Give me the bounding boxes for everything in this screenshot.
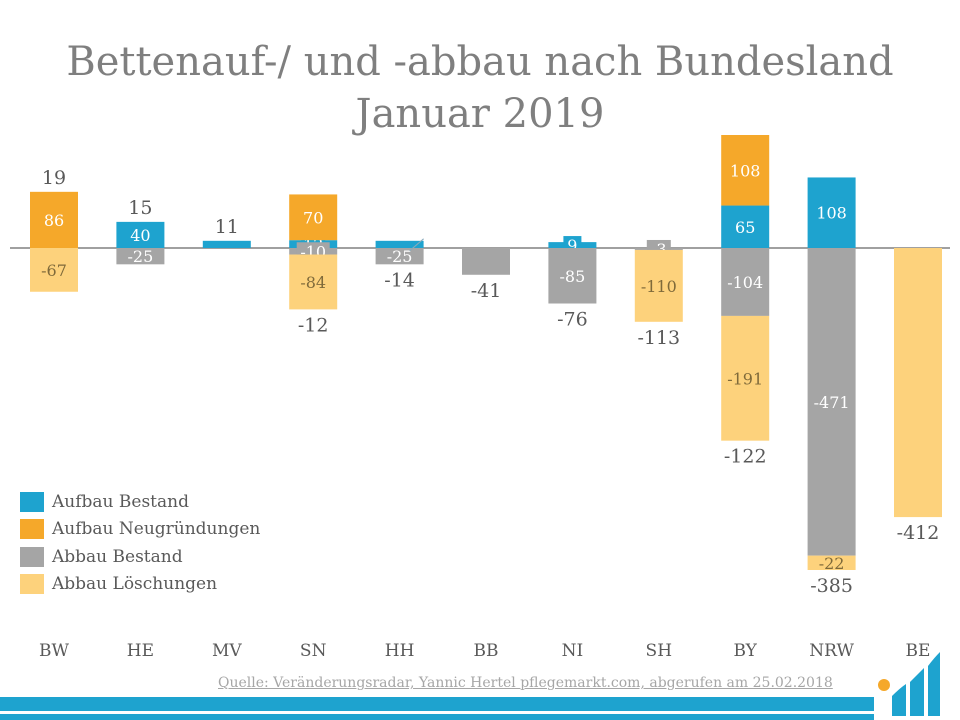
legend-swatch-aufbau-bestand xyxy=(20,491,44,512)
bar-segment-by-0 xyxy=(721,205,770,248)
source-link[interactable]: Quelle: Veränderungsradar, Yannic Hertel… xyxy=(218,675,833,691)
legend-item-abbau-bestand: Abbau Bestand xyxy=(20,543,300,571)
bar-segment-bb-2 xyxy=(462,247,510,275)
footer-stripe-top xyxy=(0,697,874,711)
bar-segment-by-1 xyxy=(721,135,770,206)
data-label-sh-3: -110 xyxy=(641,277,677,296)
bar-segment-sh-3 xyxy=(634,249,683,322)
data-label-bw-3: -67 xyxy=(41,261,67,280)
data-label-nrw-0: 108 xyxy=(816,204,847,223)
legend-label-aufbau-neugruendungen: Aufbau Neugründungen xyxy=(52,519,261,540)
bar-segment-he-0 xyxy=(116,221,165,248)
legend-item-abbau-loeschungen: Abbau Löschungen xyxy=(20,571,300,599)
legend-label-abbau-loeschungen: Abbau Löschungen xyxy=(52,574,218,595)
legend-swatch-abbau-bestand xyxy=(20,546,44,567)
total-label-hh: -14 xyxy=(384,269,415,291)
bar-segment-bw-1 xyxy=(30,191,78,248)
category-label-be: BE xyxy=(906,641,931,661)
chart-title: Bettenauf-/ und -abbau nach Bundesland xyxy=(66,39,894,85)
category-label-he: HE xyxy=(127,641,154,661)
data-label-hh-2: -25 xyxy=(387,247,413,266)
category-label-by: BY xyxy=(733,641,757,661)
footer-stripe-bottom xyxy=(0,714,874,720)
data-label-by-3: -191 xyxy=(727,369,763,388)
legend-item-aufbau-neugruendungen: Aufbau Neugründungen xyxy=(20,516,300,544)
legend-item-aufbau-bestand: Aufbau Bestand xyxy=(20,488,300,516)
data-label-nrw-3: -22 xyxy=(819,554,845,573)
category-label-sn: SN xyxy=(300,641,327,661)
bar-segment-bw-3 xyxy=(30,247,78,292)
data-label-sn-1: 70 xyxy=(303,208,323,227)
data-label-ni-0: 9 xyxy=(567,236,577,255)
bar-segment-he-2 xyxy=(116,247,165,265)
bar-segment-sn-3 xyxy=(289,254,338,310)
footer-bar xyxy=(0,697,960,720)
data-label-nrw-2: -471 xyxy=(814,393,850,412)
callout-leader-hh xyxy=(409,238,424,252)
data-label-by-1: 108 xyxy=(730,161,761,180)
total-label-he: 15 xyxy=(128,197,152,219)
category-label-sh: SH xyxy=(646,641,672,661)
data-label-he-0: 40 xyxy=(130,226,150,245)
category-label-nrw: NRW xyxy=(809,641,854,661)
data-label-sn-3: -84 xyxy=(300,273,326,292)
total-label-nrw: -385 xyxy=(810,575,853,597)
bar-segment-mv-0 xyxy=(202,240,251,248)
category-label-ni: NI xyxy=(562,641,584,661)
legend-label-aufbau-bestand: Aufbau Bestand xyxy=(52,491,189,512)
total-label-by: -122 xyxy=(724,446,767,468)
legend-swatch-abbau-loeschungen xyxy=(20,574,44,595)
footer-stripe-gap xyxy=(0,711,874,714)
data-label-ni-2: -85 xyxy=(560,267,586,286)
bar-segment-by-2 xyxy=(721,247,770,316)
bar-segment-nrw-2 xyxy=(807,247,856,556)
bar-segment-hh-2 xyxy=(375,247,424,265)
total-label-sn: -12 xyxy=(298,314,329,336)
chart-legend: Aufbau Bestand Aufbau Neugründungen Abba… xyxy=(20,488,300,598)
bar-segment-sn-1 xyxy=(289,194,338,241)
total-label-ni: -76 xyxy=(557,309,588,331)
category-label-mv: MV xyxy=(212,641,242,661)
total-label-bb: -41 xyxy=(471,280,502,302)
data-label-by-2: -104 xyxy=(727,273,763,292)
bar-segment-be-3 xyxy=(894,247,942,518)
total-label-bw: 19 xyxy=(42,167,66,189)
pflegemarkt-logo-icon xyxy=(878,652,940,716)
legend-swatch-aufbau-neugruendungen xyxy=(20,519,44,540)
data-label-bw-1: 86 xyxy=(44,211,64,230)
bar-segment-ni-2 xyxy=(548,247,597,304)
total-label-sh: -113 xyxy=(637,327,680,349)
legend-label-abbau-bestand: Abbau Bestand xyxy=(52,546,183,567)
bar-segment-hh-0 xyxy=(375,240,424,248)
total-label-be: -412 xyxy=(897,522,940,544)
category-label-bb: BB xyxy=(474,641,499,661)
data-label-he-2: -25 xyxy=(128,247,154,266)
total-label-mv: 11 xyxy=(215,216,239,238)
category-label-hh: HH xyxy=(385,641,415,661)
data-label-by-0: 65 xyxy=(735,218,755,237)
bar-segment-nrw-0 xyxy=(807,177,856,248)
category-label-bw: BW xyxy=(39,641,69,661)
bar-segment-nrw-3 xyxy=(807,555,856,570)
chart-subtitle: Januar 2019 xyxy=(355,91,605,137)
bar-segment-by-3 xyxy=(721,315,770,441)
